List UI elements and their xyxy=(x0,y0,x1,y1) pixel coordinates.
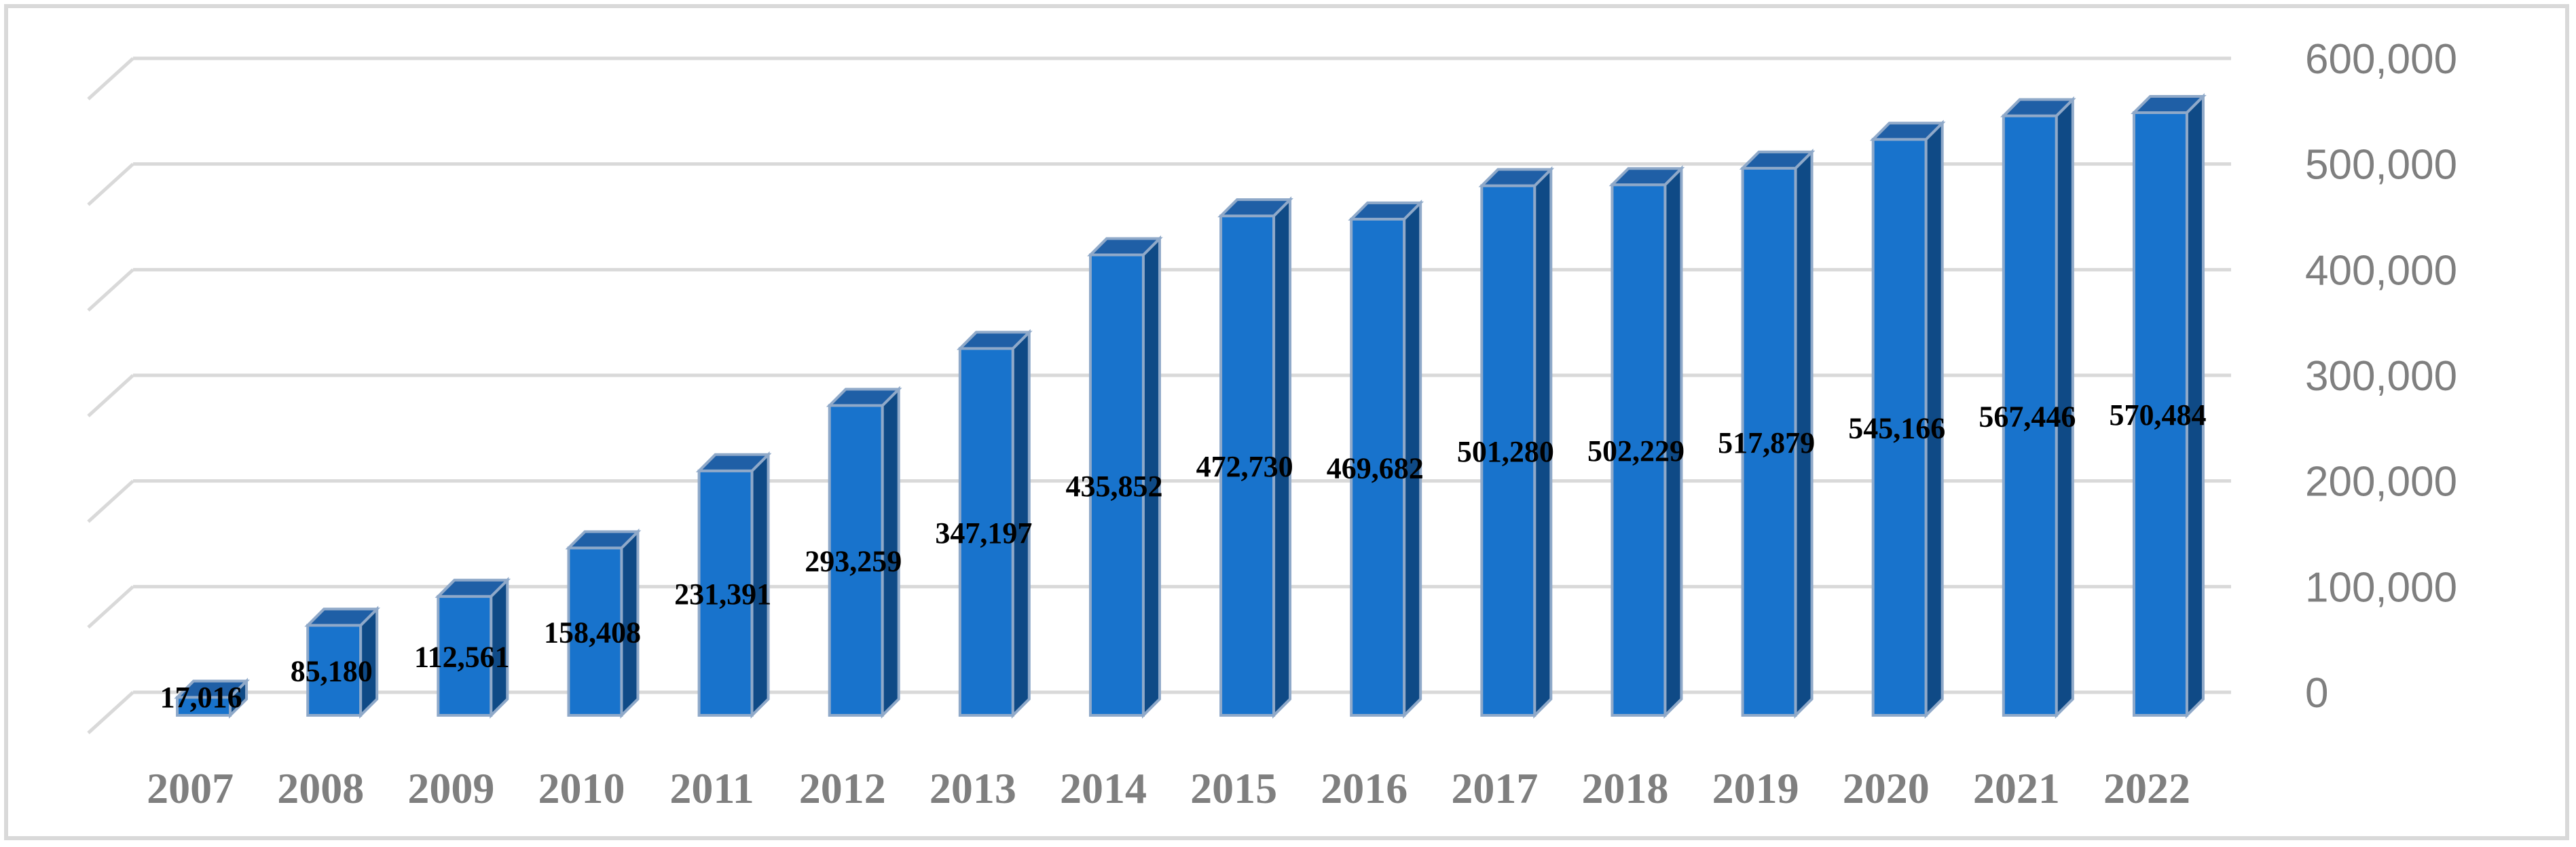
x-tick-label: 2022 xyxy=(2103,764,2190,812)
bar-top xyxy=(826,388,902,407)
x-tick-label: 2011 xyxy=(669,764,754,812)
data-label: 567,446 xyxy=(1979,400,2076,433)
data-label: 85,180 xyxy=(291,655,373,688)
data-label: 112,561 xyxy=(414,640,510,673)
x-tick-label: 2008 xyxy=(277,764,364,812)
bar-top xyxy=(174,679,250,699)
x-tick-label: 2021 xyxy=(1973,764,2060,812)
gridline-side xyxy=(87,268,134,312)
bar-top xyxy=(1869,121,1946,141)
bar-top xyxy=(1087,237,1163,257)
bar-front xyxy=(1219,214,1276,717)
data-label: 231,391 xyxy=(674,578,771,611)
bar-top xyxy=(1348,201,1424,221)
bar-front xyxy=(1480,184,1537,717)
bar-top xyxy=(1739,150,1816,170)
bar-2021 xyxy=(2000,96,2076,719)
data-label: 17,016 xyxy=(160,681,242,714)
bar-front xyxy=(2132,111,2188,717)
bar-2019 xyxy=(1739,149,1816,719)
bar-top xyxy=(1217,198,1293,218)
data-label: 545,166 xyxy=(1848,412,1945,445)
gridline-side xyxy=(87,479,134,523)
x-tick-label: 2016 xyxy=(1321,764,1407,812)
bar-2009 xyxy=(435,576,511,719)
data-label: 517,879 xyxy=(1718,426,1815,459)
data-label: 502,229 xyxy=(1587,434,1685,468)
bar-2008 xyxy=(304,605,381,719)
gridline-side xyxy=(87,585,134,629)
gridline-side xyxy=(87,691,134,734)
bar-2013 xyxy=(956,328,1033,719)
bar-front xyxy=(828,404,884,717)
x-tick-label: 2009 xyxy=(407,764,494,812)
data-label: 472,730 xyxy=(1196,450,1293,483)
bar-2022 xyxy=(2131,93,2207,719)
bars xyxy=(174,93,2207,719)
bar-front xyxy=(1611,183,1667,717)
data-labels: 17,016 85,180 112,561 158,408 231,391 293,259… xyxy=(160,398,2207,714)
data-label: 469,682 xyxy=(1327,451,1424,485)
bar-top xyxy=(2000,98,2076,117)
y-tick-label: 200,000 xyxy=(2305,459,2457,506)
bar-2016 xyxy=(1348,200,1424,719)
bar-2015 xyxy=(1217,196,1293,719)
x-tick-label: 2015 xyxy=(1190,764,1277,812)
bar-2018 xyxy=(1608,165,1685,719)
bar-top xyxy=(1478,168,1555,187)
y-tick-label: 400,000 xyxy=(2305,247,2457,294)
bar-top xyxy=(1608,167,1685,187)
x-tick-label: 2007 xyxy=(147,764,234,812)
x-axis: 2007 2008 2009 2010 2011 2012 2013 2014 2015 2016… xyxy=(147,764,2190,812)
x-tick-label: 2019 xyxy=(1712,764,1799,812)
y-tick-label: 100,000 xyxy=(2305,564,2457,611)
bar-2014 xyxy=(1087,235,1163,719)
bar-top xyxy=(435,578,511,598)
data-label: 293,259 xyxy=(805,545,902,578)
x-tick-label: 2012 xyxy=(799,764,886,812)
y-tick-label: 300,000 xyxy=(2305,353,2457,400)
bar-2011 xyxy=(695,451,772,719)
data-label: 435,852 xyxy=(1065,470,1162,503)
y-tick-label: 0 xyxy=(2305,670,2328,717)
data-label: 501,280 xyxy=(1457,435,1554,468)
bar-2007 xyxy=(174,677,250,719)
x-tick-label: 2013 xyxy=(930,764,1016,812)
data-label: 347,197 xyxy=(935,516,1032,550)
gridline-side xyxy=(87,374,134,417)
bar-top xyxy=(2131,94,2207,114)
bar-2010 xyxy=(565,528,642,719)
bar-top xyxy=(304,607,381,627)
data-label: 158,408 xyxy=(544,616,641,650)
y-tick-label: 600,000 xyxy=(2305,36,2457,83)
bar-front xyxy=(306,624,363,717)
bar-2020 xyxy=(1869,119,1946,719)
x-tick-label: 2010 xyxy=(538,764,625,812)
data-label: 570,484 xyxy=(2109,398,2206,432)
x-tick-label: 2014 xyxy=(1060,764,1147,812)
x-tick-label: 2020 xyxy=(1843,764,1930,812)
bar-2012 xyxy=(826,385,902,719)
y-axis: 0 100,000 200,000 300,000 400,000 500,000 600,… xyxy=(2305,36,2457,717)
gridline-side xyxy=(87,162,134,206)
bar-top xyxy=(565,530,642,550)
x-tick-label: 2018 xyxy=(1581,764,1668,812)
bar-top xyxy=(956,331,1033,350)
bar-2017 xyxy=(1478,166,1555,719)
x-tick-label: 2017 xyxy=(1451,764,1538,812)
bar-top xyxy=(695,453,772,472)
gridline-side xyxy=(87,57,134,100)
y-tick-label: 500,000 xyxy=(2305,142,2457,189)
